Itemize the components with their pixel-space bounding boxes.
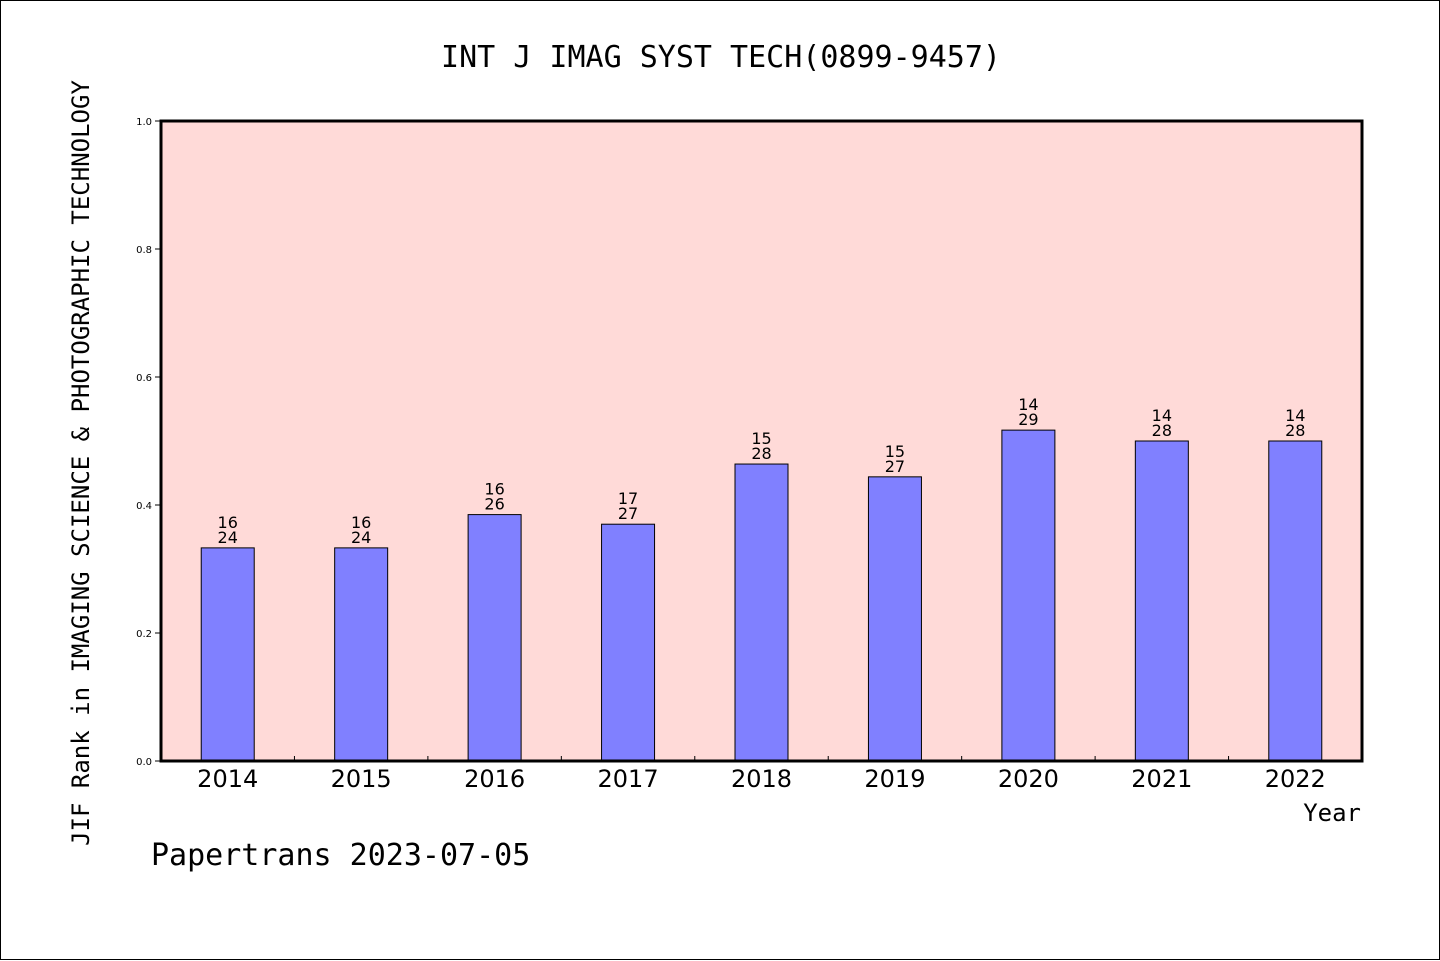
rank-label: 15 bbox=[885, 442, 905, 461]
y-tick-label: 0.4 bbox=[136, 501, 152, 512]
bar-2019 bbox=[867, 476, 922, 762]
y-tick-label: 0.0 bbox=[136, 757, 152, 768]
x-tick-label: 2015 bbox=[331, 765, 392, 793]
x-tick-label: 2019 bbox=[864, 765, 925, 793]
x-tick-label: 2022 bbox=[1265, 765, 1326, 793]
x-tick-label: 2018 bbox=[731, 765, 792, 793]
total-label: 26 bbox=[484, 495, 504, 514]
rank-label: 14 bbox=[1152, 406, 1172, 425]
bar-2016 bbox=[467, 514, 522, 762]
chart-title: INT J IMAG SYST TECH(0899-9457) bbox=[441, 40, 1001, 75]
y-tick-label: 0.8 bbox=[136, 245, 152, 256]
rank-label: 16 bbox=[218, 513, 238, 532]
x-tick-label: 2017 bbox=[598, 765, 659, 793]
y-tick-label: 0.6 bbox=[136, 373, 152, 384]
total-label: 27 bbox=[618, 504, 638, 523]
x-tick-label: 2021 bbox=[1131, 765, 1192, 793]
x-axis-ticks: 2014 2015 2016 2017 2018 2019 2020 2021 2022 bbox=[197, 756, 1326, 793]
bar-2014 bbox=[200, 547, 255, 762]
rank-label: 17 bbox=[618, 489, 638, 508]
rank-label: 16 bbox=[484, 480, 504, 499]
x-axis-label: Year bbox=[1303, 799, 1361, 827]
total-label: 29 bbox=[1018, 410, 1038, 429]
y-axis-label: JIF Rank in IMAGING SCIENCE & PHOTOGRAPH… bbox=[67, 80, 95, 846]
bar-2015 bbox=[334, 547, 389, 762]
total-label: 28 bbox=[1285, 421, 1305, 440]
bar-2018 bbox=[734, 463, 789, 762]
plot-border bbox=[159, 119, 1364, 763]
rank-label: 14 bbox=[1285, 406, 1305, 425]
total-label: 28 bbox=[1152, 421, 1172, 440]
total-label: 27 bbox=[885, 457, 905, 476]
x-tick-label: 2020 bbox=[998, 765, 1059, 793]
total-label: 24 bbox=[218, 528, 238, 547]
total-label: 24 bbox=[351, 528, 371, 547]
bar-2021 bbox=[1134, 440, 1189, 762]
total-label: 28 bbox=[751, 444, 771, 463]
x-tick-label: 2014 bbox=[197, 765, 258, 793]
bar-2022 bbox=[1268, 440, 1323, 762]
rank-label: 16 bbox=[351, 513, 371, 532]
bars bbox=[200, 429, 1323, 762]
y-axis-ticks: 0.0 0.2 0.4 0.6 0.8 1.0 bbox=[136, 117, 161, 768]
y-tick-label: 1.0 bbox=[136, 117, 152, 128]
bar-2017 bbox=[601, 523, 656, 762]
rank-label: 15 bbox=[751, 429, 771, 448]
footer-note: Papertrans 2023-07-05 bbox=[151, 838, 530, 873]
bar-2020 bbox=[1001, 429, 1056, 762]
rank-label: 14 bbox=[1018, 395, 1038, 414]
y-tick-label: 0.2 bbox=[136, 629, 152, 640]
x-tick-label: 2016 bbox=[464, 765, 525, 793]
